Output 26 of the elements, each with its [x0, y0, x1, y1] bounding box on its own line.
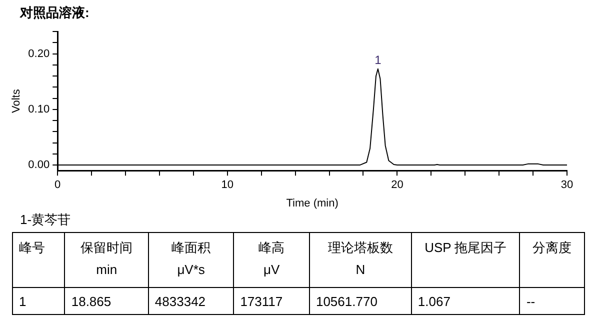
text: USP 拖尾因子	[411, 232, 520, 288]
text: 峰面积 μV*s	[148, 232, 234, 288]
text: 1	[12, 288, 65, 314]
y-tick-label: 0.10	[28, 103, 50, 116]
text: --	[520, 288, 584, 314]
text: 保留时间 min	[64, 232, 148, 288]
y-tick-label: 0.00	[28, 159, 50, 172]
x-axis-title: Time (min)	[286, 197, 338, 210]
x-tick-label: 10	[221, 179, 234, 192]
text: 18.865	[64, 288, 148, 314]
text: 峰高 μV	[234, 232, 310, 288]
text: 173117	[234, 288, 310, 314]
chart-title: 对照品溶液:	[20, 4, 90, 22]
text: 4833342	[148, 288, 234, 314]
text: 1-黄芩苷	[20, 211, 71, 229]
x-tick-label: 20	[391, 179, 404, 192]
text: 10561.770	[309, 288, 412, 314]
y-axis-title: Volts	[10, 88, 23, 114]
annotation: 1	[374, 53, 382, 68]
x-tick-label: 0	[54, 179, 61, 192]
text: 1.067	[411, 288, 520, 314]
text: 理论塔板数 N	[309, 232, 412, 288]
x-tick-label: 30	[560, 179, 574, 192]
y-tick-label: 0.20	[28, 48, 50, 60]
text: 峰号	[12, 232, 65, 288]
text: 分离度	[520, 232, 584, 288]
